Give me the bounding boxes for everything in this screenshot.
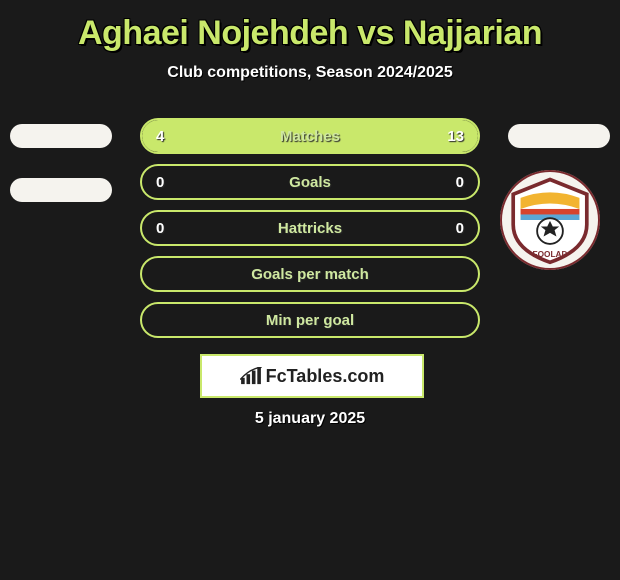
page-title: Aghaei Nojehdeh vs Najjarian <box>0 14 620 53</box>
player-right-avatar-1 <box>508 124 610 148</box>
stat-value-right: 13 <box>447 120 464 152</box>
stat-label: Goals per match <box>142 258 478 290</box>
stats-container: 4 Matches 13 0 Goals 0 0 Hattricks 0 Goa… <box>140 118 480 348</box>
badge-text: FOOLAD <box>533 250 568 259</box>
stat-label: Matches <box>142 120 478 152</box>
stat-value-right: 0 <box>456 166 464 198</box>
player-right-club-badge: FOOLAD <box>500 170 600 270</box>
stat-row-gpm: Goals per match <box>140 256 480 292</box>
foolad-badge-icon: FOOLAD <box>504 174 596 266</box>
player-left-avatar-1 <box>10 124 112 148</box>
brand-bar[interactable]: FcTables.com <box>200 354 424 398</box>
footer-date: 5 january 2025 <box>0 410 620 428</box>
subtitle: Club competitions, Season 2024/2025 <box>0 64 620 82</box>
stat-label: Hattricks <box>142 212 478 244</box>
stat-value-right: 0 <box>456 212 464 244</box>
comparison-card: Aghaei Nojehdeh vs Najjarian Club compet… <box>0 0 620 580</box>
player-left-avatar-2 <box>10 178 112 202</box>
stat-row-hattricks: 0 Hattricks 0 <box>140 210 480 246</box>
stat-row-matches: 4 Matches 13 <box>140 118 480 154</box>
bar-chart-icon <box>240 367 262 385</box>
brand-text: FcTables.com <box>266 366 385 387</box>
stat-label: Min per goal <box>142 304 478 336</box>
stat-row-mpg: Min per goal <box>140 302 480 338</box>
stat-row-goals: 0 Goals 0 <box>140 164 480 200</box>
stat-label: Goals <box>142 166 478 198</box>
